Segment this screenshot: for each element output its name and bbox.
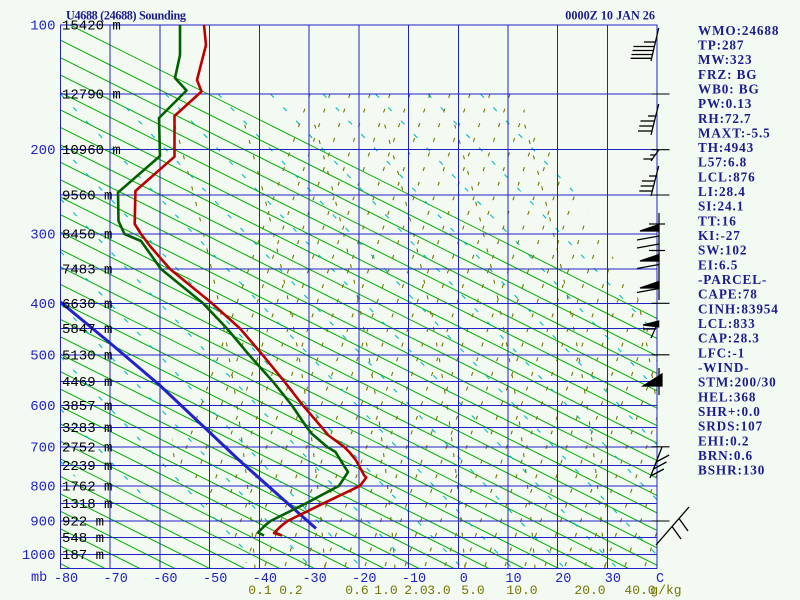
svg-text:6630 m: 6630 m <box>62 297 112 313</box>
svg-text:SRDS:107: SRDS:107 <box>698 419 763 434</box>
svg-text:5130 m: 5130 m <box>62 348 112 364</box>
svg-text:-50: -50 <box>203 572 227 587</box>
svg-text:548 m: 548 m <box>62 531 104 547</box>
svg-text:PW:0.13: PW:0.13 <box>698 96 752 111</box>
svg-text:-30: -30 <box>302 572 326 587</box>
svg-text:CAP:28.3: CAP:28.3 <box>698 331 760 346</box>
svg-text:10.0: 10.0 <box>506 583 537 598</box>
svg-text:700: 700 <box>30 440 55 456</box>
svg-text:1318 m: 1318 m <box>62 497 112 513</box>
svg-text:1762 m: 1762 m <box>62 479 112 495</box>
svg-text:FRZ: BG: FRZ: BG <box>698 67 757 82</box>
svg-text:30: 30 <box>605 572 621 587</box>
svg-text:500: 500 <box>30 348 55 364</box>
svg-text:-60: -60 <box>153 572 177 587</box>
svg-text:4469 m: 4469 m <box>62 375 112 391</box>
svg-text:-10: -10 <box>402 572 426 587</box>
svg-text:20: 20 <box>555 572 571 587</box>
svg-text:0.2: 0.2 <box>279 583 302 598</box>
svg-text:LCL:833: LCL:833 <box>698 316 756 331</box>
svg-text:2.0: 2.0 <box>404 583 427 598</box>
svg-text:LCL:876: LCL:876 <box>698 169 756 184</box>
svg-text:5847 m: 5847 m <box>62 322 112 338</box>
svg-text:g/kg: g/kg <box>650 583 681 598</box>
svg-text:1.0: 1.0 <box>374 583 397 598</box>
svg-text:STM:200/30: STM:200/30 <box>698 375 777 390</box>
svg-text:BRN:0.6: BRN:0.6 <box>698 448 753 463</box>
svg-text:L57:6.8: L57:6.8 <box>698 155 747 170</box>
svg-text:-80: -80 <box>54 572 78 587</box>
svg-text:100: 100 <box>30 19 55 35</box>
svg-text:9560 m: 9560 m <box>62 189 112 205</box>
svg-text:200: 200 <box>30 143 55 159</box>
svg-text:10: 10 <box>505 572 521 587</box>
svg-text:MW:323: MW:323 <box>698 52 752 67</box>
svg-text:TH:4943: TH:4943 <box>698 140 754 155</box>
svg-text:7483 m: 7483 m <box>62 263 112 279</box>
svg-text:300: 300 <box>30 228 55 244</box>
svg-text:SHR+:0.0: SHR+:0.0 <box>698 404 761 419</box>
svg-text:-70: -70 <box>104 572 128 587</box>
svg-text:800: 800 <box>30 479 55 495</box>
svg-text:SI:24.1: SI:24.1 <box>698 199 744 214</box>
svg-text:EI:6.5: EI:6.5 <box>698 257 738 272</box>
svg-text:3.0: 3.0 <box>427 583 450 598</box>
svg-text:12790 m: 12790 m <box>62 88 121 104</box>
svg-text:TP:287: TP:287 <box>698 38 744 53</box>
svg-text:KI:-27: KI:-27 <box>698 228 741 243</box>
svg-text:mb: mb <box>31 571 47 586</box>
svg-text:0.1: 0.1 <box>248 583 272 598</box>
svg-text:CINH:83954: CINH:83954 <box>698 301 779 316</box>
svg-text:20.0: 20.0 <box>574 583 605 598</box>
svg-text:RH:72.7: RH:72.7 <box>698 111 752 126</box>
svg-text:WB0: BG: WB0: BG <box>698 81 760 96</box>
svg-text:0000Z 10 JAN 26: 0000Z 10 JAN 26 <box>565 9 655 23</box>
svg-text:-WIND-: -WIND- <box>698 360 750 375</box>
svg-text:8450 m: 8450 m <box>62 228 112 244</box>
svg-text:BSHR:130: BSHR:130 <box>698 463 765 478</box>
svg-text:922 m: 922 m <box>62 515 104 531</box>
svg-text:-20: -20 <box>352 572 376 587</box>
svg-text:TT:16: TT:16 <box>698 213 737 228</box>
svg-text:0: 0 <box>460 572 468 587</box>
svg-text:2239 m: 2239 m <box>62 459 112 475</box>
svg-text:400: 400 <box>30 297 55 313</box>
svg-text:-PARCEL-: -PARCEL- <box>698 272 767 287</box>
svg-text:10960 m: 10960 m <box>62 143 121 159</box>
svg-text:EHI:0.2: EHI:0.2 <box>698 433 749 448</box>
svg-text:-40: -40 <box>253 572 277 587</box>
svg-text:LI:28.4: LI:28.4 <box>698 184 746 199</box>
svg-text:1000: 1000 <box>22 548 56 564</box>
svg-text:40.0: 40.0 <box>624 583 655 598</box>
svg-text:MAXT:-5.5: MAXT:-5.5 <box>698 125 771 140</box>
svg-text:C: C <box>656 572 664 587</box>
svg-text:3283 m: 3283 m <box>62 421 112 437</box>
svg-text:3857 m: 3857 m <box>62 399 112 415</box>
svg-text:U4688 (24688) Sounding: U4688 (24688) Sounding <box>66 9 186 23</box>
svg-text:HEL:368: HEL:368 <box>698 389 756 404</box>
svg-text:CAPE:78: CAPE:78 <box>698 287 758 302</box>
svg-text:WMO:24688: WMO:24688 <box>698 23 779 38</box>
svg-text:2752 m: 2752 m <box>62 440 112 456</box>
svg-text:187 m: 187 m <box>62 548 104 564</box>
svg-text:SW:102: SW:102 <box>698 243 747 258</box>
svg-text:5.0: 5.0 <box>461 583 484 598</box>
svg-text:LFC:-1: LFC:-1 <box>698 345 745 360</box>
svg-text:600: 600 <box>30 399 55 415</box>
svg-text:0.6: 0.6 <box>345 583 368 598</box>
svg-text:900: 900 <box>30 515 55 531</box>
svg-text:15420 m: 15420 m <box>62 19 121 35</box>
